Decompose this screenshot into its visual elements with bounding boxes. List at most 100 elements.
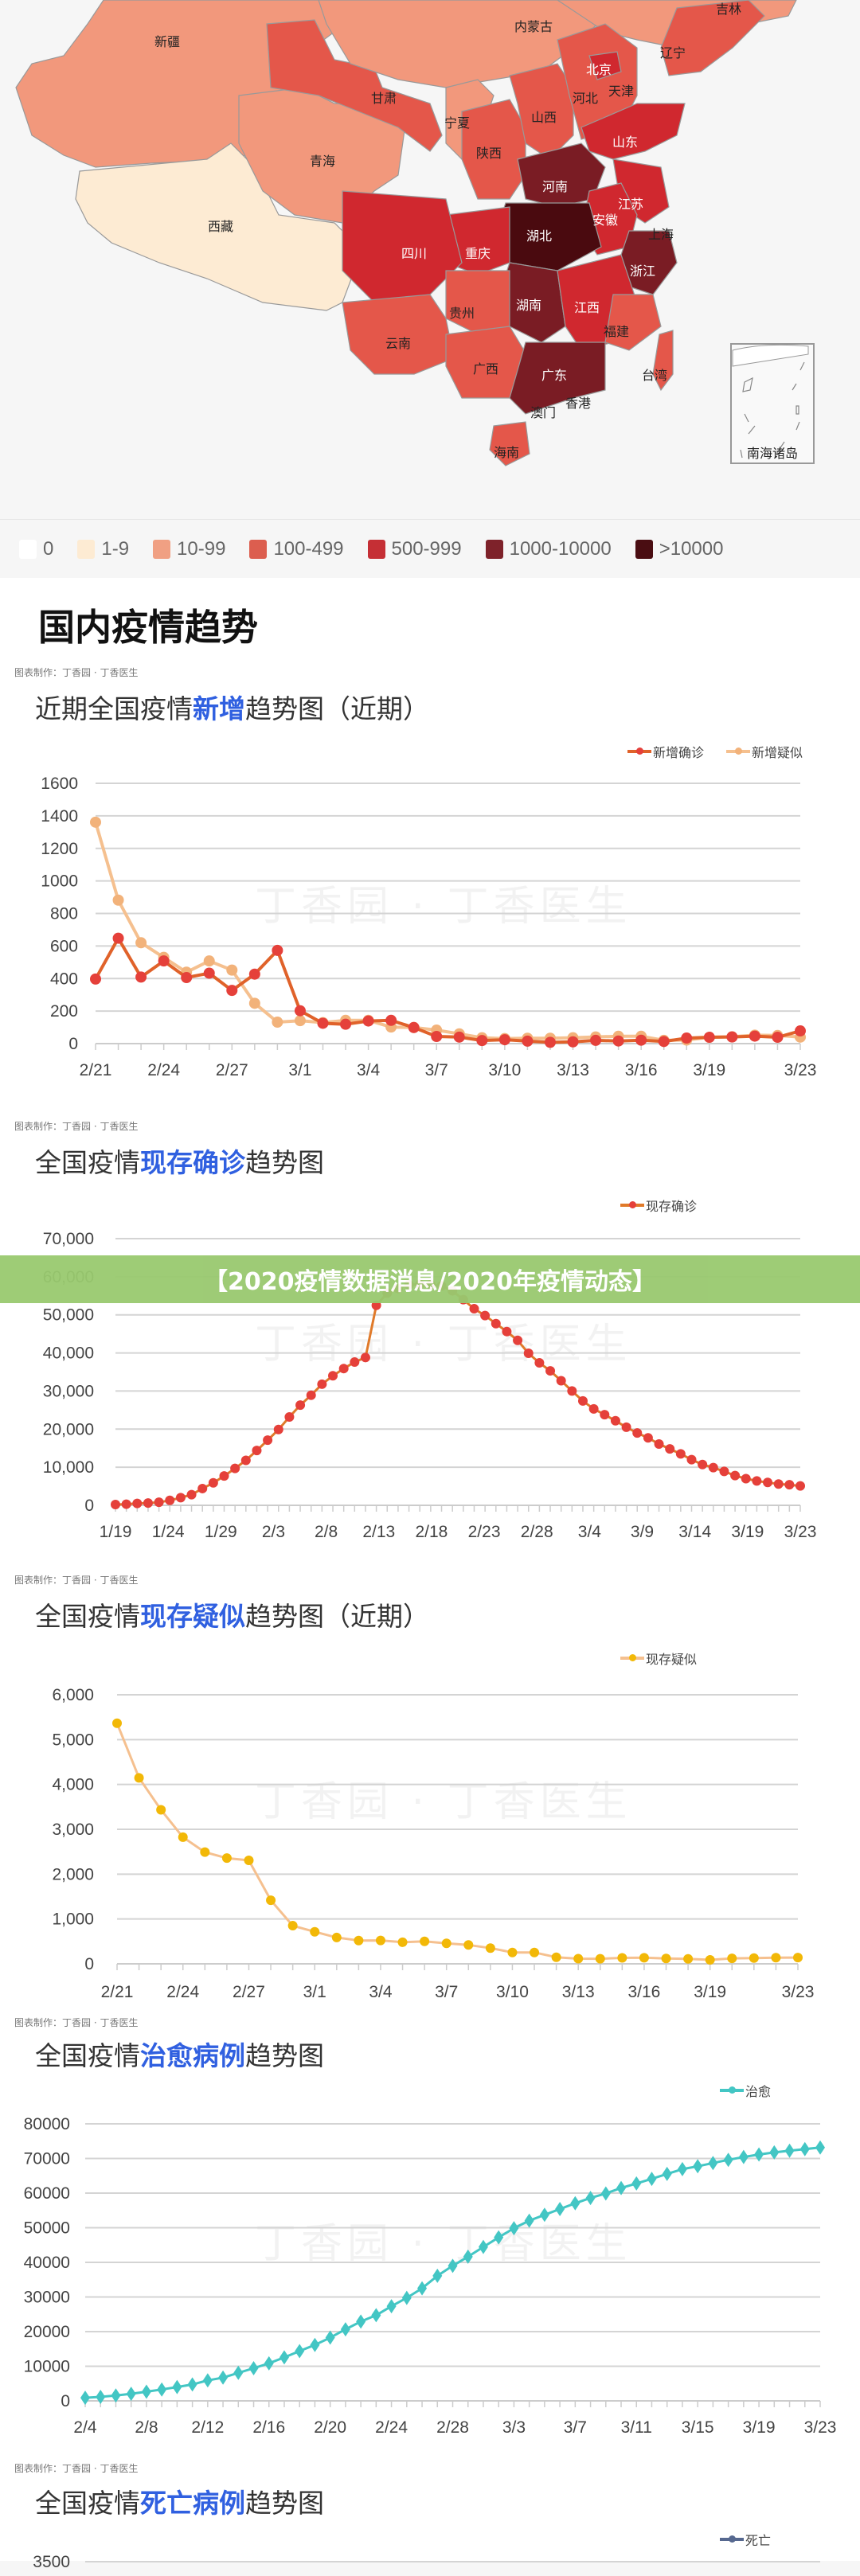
data-point — [431, 1031, 443, 1043]
province-label: 山西 — [531, 110, 557, 125]
chart-title: 全国疫情死亡病例趋势图 — [35, 2482, 324, 2520]
x-tick-label: 2/21 — [101, 1983, 134, 2001]
data-point — [544, 1036, 556, 1048]
title-post: 趋势图 — [245, 1147, 324, 1178]
y-tick-label: 30000 — [24, 2289, 70, 2307]
data-point — [530, 1947, 540, 1957]
chart-current-suspected: 图表制作：丁香园 · 丁香医生 全国疫情现存疑似趋势图（近期） 现存疑似 丁香园… — [0, 1565, 860, 2011]
data-point — [248, 968, 260, 980]
data-point — [248, 997, 260, 1009]
data-point — [360, 1352, 370, 1363]
data-point — [338, 1364, 349, 1374]
y-tick-label: 1400 — [41, 807, 78, 825]
data-point — [754, 2147, 764, 2162]
title-pre: 全国疫情 — [35, 2040, 140, 2071]
x-tick-label: 3/4 — [357, 1061, 381, 1079]
data-point — [408, 1021, 420, 1033]
x-tick-label: 3/1 — [303, 1983, 326, 2001]
legend-swatch — [19, 540, 37, 559]
legend-line-icon — [725, 747, 750, 755]
data-point — [317, 1017, 329, 1029]
chart-deaths: 图表制作：丁香园 · 丁香医生 全国疫情死亡病例趋势图 死亡 3500 — [0, 2441, 860, 2571]
legend-item: 现存疑似 — [620, 1649, 697, 1668]
province-label: 重庆 — [465, 246, 491, 261]
data-point — [154, 1497, 164, 1508]
legend-label: 新增确诊 — [652, 745, 704, 760]
x-tick-label: 2/4 — [73, 2418, 97, 2437]
map-legend-item: 0 — [19, 538, 53, 560]
data-point — [708, 2156, 718, 2171]
data-point — [796, 1481, 805, 1491]
province-label: 新疆 — [154, 34, 180, 49]
title-banner: 【2020疫情数据消息/2020年疫情动态】 — [0, 1255, 860, 1303]
data-point — [476, 1035, 488, 1047]
data-point — [639, 1953, 649, 1963]
x-tick-label: 2/18 — [415, 1523, 448, 1541]
data-point — [306, 1390, 316, 1400]
chart-credit: 图表制作：丁香园 · 丁香医生 — [14, 1121, 139, 1132]
data-point — [784, 1480, 795, 1490]
chart-legend: 现存确诊 — [598, 1196, 697, 1215]
data-point — [331, 1932, 342, 1942]
y-tick-label: 3,000 — [52, 1821, 94, 1839]
line-chart-cured: 0 10000 20000 30000 40000 50000 60000 70000 8000… — [24, 2115, 837, 2437]
chart-legend: 治愈 — [698, 2081, 771, 2100]
data-point — [417, 2281, 428, 2296]
data-point — [708, 1462, 718, 1473]
data-point — [273, 1424, 283, 1434]
data-point — [507, 1947, 518, 1957]
x-tick-label: 3/23 — [784, 1523, 817, 1541]
data-point — [420, 1936, 430, 1946]
data-point — [233, 2365, 244, 2380]
data-point — [612, 1035, 624, 1047]
province-label: 天津 — [608, 84, 634, 99]
data-point — [491, 1318, 501, 1329]
x-tick-label: 3/23 — [804, 2418, 837, 2437]
y-tick-label: 5,000 — [52, 1731, 94, 1749]
data-point — [219, 1471, 229, 1481]
data-point — [588, 1403, 599, 1414]
chart-legend: 新增确诊 新增疑似 — [605, 742, 803, 761]
data-point — [244, 1855, 254, 1865]
data-point — [135, 937, 147, 949]
x-tick-label: 3/19 — [731, 1523, 764, 1541]
y-tick-label: 30,000 — [43, 1382, 94, 1400]
chart-credit: 图表制作：丁香园 · 丁香医生 — [14, 667, 139, 678]
data-point — [294, 1005, 306, 1017]
data-point — [200, 1847, 210, 1857]
x-tick-label: 3/11 — [621, 2418, 652, 2437]
y-tick-label: 400 — [50, 970, 78, 988]
data-point — [203, 967, 215, 979]
y-tick-label: 50000 — [24, 2219, 70, 2238]
south-china-sea-inset: 南海诸岛 — [730, 343, 815, 464]
data-point — [362, 1015, 374, 1027]
data-point — [763, 1477, 773, 1488]
legend-label: 现存确诊 — [645, 1199, 697, 1214]
province-label: 海南 — [494, 445, 519, 460]
province-label: 上海 — [648, 227, 674, 242]
data-point — [631, 2176, 642, 2191]
x-tick-label: 3/19 — [693, 1061, 725, 1079]
legend-label: 1000-10000 — [509, 538, 612, 560]
data-point — [310, 2337, 320, 2352]
y-tick-label: 20000 — [24, 2323, 70, 2341]
data-point — [354, 1935, 364, 1946]
data-point — [524, 2213, 534, 2228]
data-point — [156, 1805, 166, 1815]
y-tick-label: 50,000 — [43, 1306, 94, 1325]
x-tick-label: 2/8 — [315, 1523, 338, 1541]
section-title: 国内疫情趋势 — [38, 606, 258, 649]
data-point — [610, 1415, 620, 1426]
title-highlight: 治愈病例 — [140, 2040, 245, 2071]
title-post: 趋势图（近期） — [245, 693, 429, 724]
data-point — [573, 1953, 584, 1964]
province-label: 青海 — [310, 154, 335, 169]
data-point — [815, 2140, 825, 2155]
data-point — [203, 955, 215, 967]
data-point — [432, 2268, 443, 2283]
map-legend-item: 1000-10000 — [485, 538, 612, 560]
y-tick-label: 1200 — [41, 840, 78, 858]
data-point — [727, 1953, 737, 1964]
data-point — [616, 2180, 627, 2195]
